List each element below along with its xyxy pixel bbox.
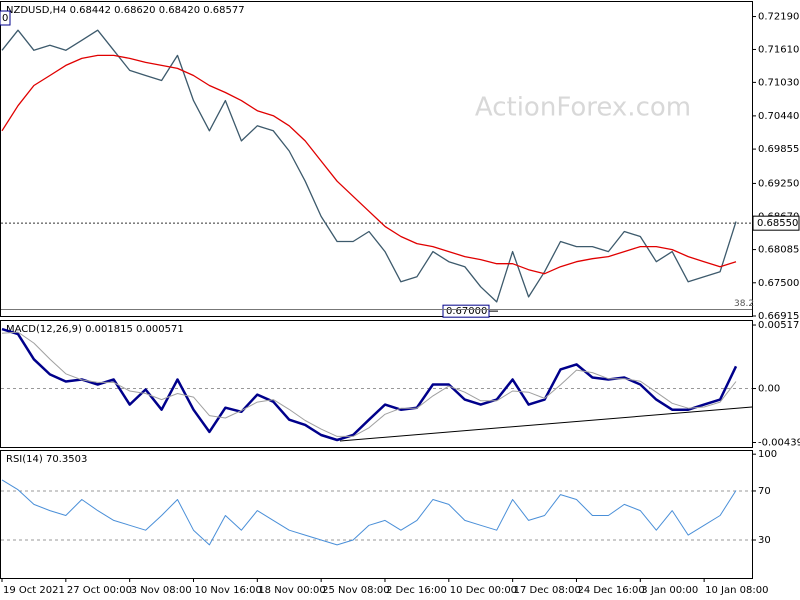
x-tick-label: 10 Nov 16:00 (194, 585, 261, 596)
x-tick-label: 19 Oct 2021 (3, 585, 65, 596)
y-tick-label: 0.69250 (758, 178, 799, 189)
x-tick-label: 24 Dec 16:00 (577, 585, 644, 596)
series-line (1, 29, 737, 303)
level-label: 0.67000 (446, 306, 487, 317)
y-tick-label: 100 (758, 449, 777, 460)
corner-label: 0 (2, 13, 8, 24)
x-tick-label: 2 Dec 16:00 (386, 585, 447, 596)
y-tick-label: 0.67500 (758, 278, 799, 289)
trend-line (339, 406, 753, 442)
x-tick-label: 10 Jan 08:00 (705, 585, 768, 596)
price-tag-box (752, 215, 800, 231)
y-tick-label: 0.00 (758, 384, 780, 395)
series-line (1, 54, 737, 275)
y-tick-label: 70 (758, 486, 771, 497)
x-tick-label: 3 Nov 08:00 (131, 585, 192, 596)
x-tick-label: 17 Dec 08:00 (514, 585, 581, 596)
corner-box (0, 10, 11, 26)
y-tick-label: 0.70440 (758, 111, 799, 122)
x-tick-label: 18 Nov 00:00 (258, 585, 325, 596)
y-tick-label: 30 (758, 535, 771, 546)
level-box (442, 304, 490, 318)
y-tick-label: -0.004393 (758, 437, 800, 448)
y-tick-label: 0.71030 (758, 77, 799, 88)
x-tick-label: 10 Dec 00:00 (450, 585, 517, 596)
panel-title: NZDUSD,H4 0.68442 0.68620 0.68420 0.6857… (6, 5, 245, 16)
watermark: ActionForex.com (475, 93, 691, 123)
panel-title: RSI(14) 70.3503 (6, 454, 87, 465)
macd-panel (0, 320, 753, 448)
y-tick-label: 0.68085 (758, 245, 799, 256)
fib-label: 38.2 (734, 299, 754, 309)
y-tick-label: 0.72190 (758, 12, 799, 23)
series-line (1, 479, 737, 546)
panel-title: MACD(12,26,9) 0.001815 0.000571 (6, 324, 184, 335)
y-tick-label: 0.66915 (758, 311, 799, 322)
y-tick-label: 0.71610 (758, 44, 799, 55)
price-panel (0, 1, 753, 317)
price-tag-label: 0.68550 (757, 218, 798, 229)
y-tick-label: 0.005172 (758, 320, 800, 331)
x-tick-label: 27 Oct 00:00 (67, 585, 132, 596)
x-tick-label: 25 Nov 08:00 (322, 585, 389, 596)
series-line (1, 331, 737, 437)
rsi-panel (0, 450, 753, 579)
x-tick-label: 3 Jan 00:00 (641, 585, 698, 596)
y-tick-label: 0.69855 (758, 144, 799, 155)
